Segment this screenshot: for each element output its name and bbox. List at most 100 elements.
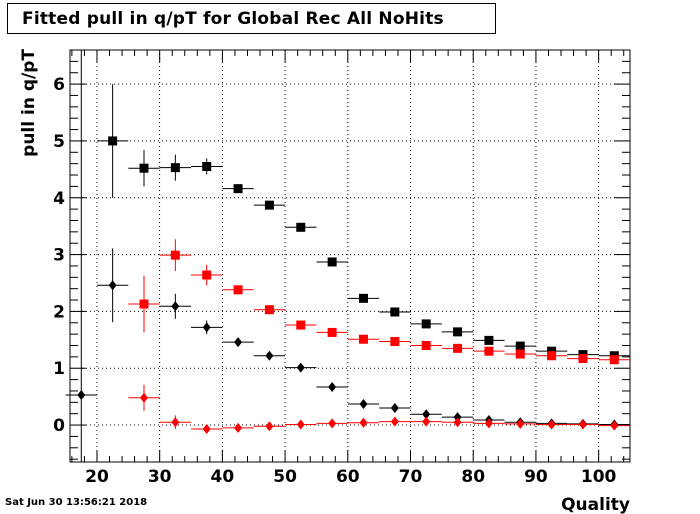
data-point	[128, 275, 160, 333]
data-point	[285, 362, 317, 373]
series-1	[128, 239, 630, 365]
square-marker	[296, 222, 306, 232]
data-point	[379, 307, 411, 317]
data-point	[191, 264, 223, 286]
data-point	[191, 320, 223, 335]
axis-ticks: 20 30 40 50 60 70 80 90 100 0 1 2 3 4 5 6	[53, 49, 630, 487]
diamond-marker	[202, 322, 211, 333]
diamond-marker	[547, 419, 556, 430]
data-point	[222, 337, 254, 348]
data-point	[535, 351, 568, 361]
square-marker	[296, 320, 306, 330]
y-tick-label: 5	[53, 132, 65, 152]
x-tick-label: 20	[85, 467, 109, 487]
square-marker	[421, 341, 431, 351]
data-point	[567, 354, 599, 364]
y-tick-label: 1	[53, 359, 65, 379]
data-markers	[65, 50, 630, 462]
diamond-marker	[359, 399, 368, 410]
square-marker	[609, 355, 619, 365]
data-point	[473, 346, 505, 356]
data-point	[285, 222, 317, 232]
data-point	[191, 424, 223, 435]
square-marker	[202, 161, 212, 171]
diamond-marker	[108, 280, 117, 291]
x-axis-label: Quality	[561, 495, 630, 514]
diamond-marker	[390, 403, 399, 414]
diamond-marker	[453, 417, 462, 428]
data-point	[253, 305, 286, 315]
x-tick-label: 50	[273, 467, 297, 487]
y-tick-label: 4	[53, 189, 65, 209]
data-point	[598, 355, 630, 365]
chart-title-text: Fitted pull in q/pT for Global Rec All N…	[22, 8, 444, 29]
data-point	[379, 416, 411, 427]
series-0	[96, 84, 630, 361]
data-point	[379, 403, 411, 414]
data-point	[222, 285, 254, 295]
square-marker	[139, 299, 149, 309]
data-point	[347, 399, 380, 410]
diamond-marker	[139, 392, 148, 403]
data-point	[253, 200, 286, 210]
square-marker	[484, 346, 494, 356]
diamond-marker	[171, 301, 180, 312]
data-point	[253, 421, 286, 432]
chart-title: Fitted pull in q/pT for Global Rec All N…	[7, 3, 496, 34]
series-3	[128, 384, 630, 435]
data-point	[316, 381, 348, 392]
square-marker	[358, 293, 368, 303]
data-point	[441, 417, 474, 428]
data-point	[159, 293, 192, 319]
data-point	[441, 327, 474, 337]
diamond-marker	[265, 421, 274, 432]
y-tick-label: 0	[53, 416, 65, 436]
square-marker	[233, 285, 243, 295]
diamond-marker	[578, 419, 587, 430]
diamond-marker	[484, 418, 493, 429]
x-tick-label: 40	[211, 467, 235, 487]
square-marker	[547, 351, 557, 361]
data-point	[410, 409, 442, 420]
data-point	[285, 419, 317, 430]
square-marker	[358, 334, 368, 344]
square-marker	[453, 327, 463, 337]
timestamp: Sat Jun 30 13:56:21 2018	[5, 497, 148, 508]
data-point	[441, 343, 474, 353]
diamond-marker	[234, 337, 243, 348]
grid-lines	[70, 50, 630, 462]
data-point	[473, 335, 505, 345]
square-marker	[515, 349, 525, 359]
diamond-marker	[171, 417, 180, 428]
square-marker	[515, 341, 525, 351]
data-point	[159, 239, 192, 272]
x-tick-label: 90	[524, 467, 548, 487]
x-tick-label: 80	[461, 467, 485, 487]
data-point	[504, 341, 536, 351]
data-point	[191, 158, 223, 175]
diamond-marker	[422, 409, 431, 420]
data-point	[347, 417, 380, 428]
square-marker	[264, 200, 274, 210]
square-marker	[390, 307, 400, 317]
data-point	[285, 320, 317, 330]
square-marker	[327, 327, 337, 337]
data-point	[96, 84, 129, 198]
square-marker	[233, 184, 243, 194]
square-marker	[578, 354, 588, 364]
diamond-marker	[234, 422, 243, 433]
data-point	[253, 350, 286, 361]
y-axis-label: pull in q/pT	[19, 49, 39, 157]
square-marker	[108, 136, 118, 146]
data-point	[128, 384, 160, 411]
square-marker	[327, 257, 337, 267]
diamond-marker	[453, 412, 462, 423]
square-marker	[170, 163, 180, 173]
data-point	[316, 257, 348, 267]
square-marker	[484, 335, 494, 345]
data-point	[222, 422, 254, 433]
data-point	[504, 418, 536, 429]
x-tick-label: 60	[336, 467, 360, 487]
square-marker	[390, 337, 400, 347]
